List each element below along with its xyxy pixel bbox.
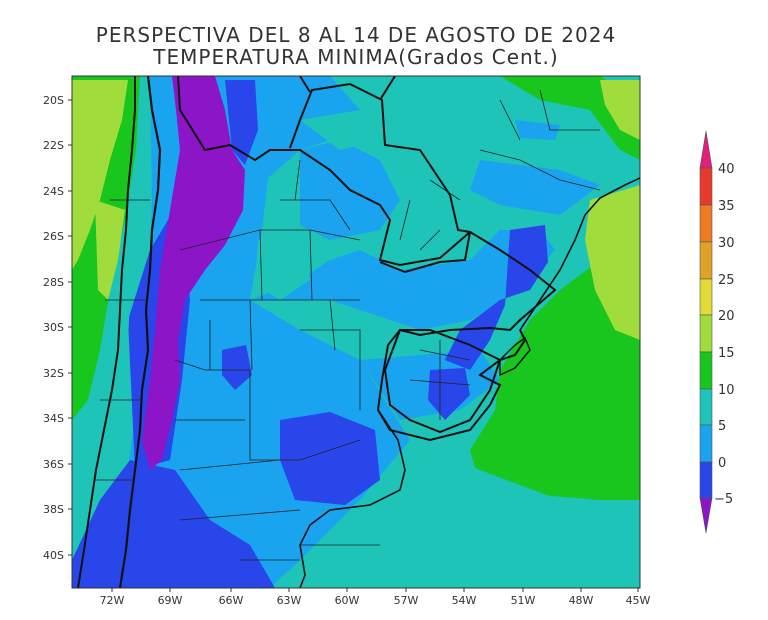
longitude-axis: 72W 69W 66W 63W 60W 57W 54W 51W 48W 45W: [100, 588, 651, 607]
svg-text:32S: 32S: [43, 367, 64, 380]
plot-frame: [71, 75, 641, 589]
colorbar-swatch-20-25: [699, 278, 713, 316]
lat-tick-40s: 40S: [43, 549, 72, 562]
lon-tick-63w: 63W: [277, 588, 302, 607]
lon-tick-48w: 48W: [569, 588, 594, 607]
lat-tick-34s: 34S: [43, 412, 72, 425]
colorbar-swatch-0-5: [699, 424, 713, 463]
lon-tick-72w: 72W: [100, 588, 125, 607]
svg-text:34S: 34S: [43, 412, 64, 425]
lon-tick-57w: 57W: [394, 588, 419, 607]
lat-tick-20s: 20S: [43, 94, 72, 107]
svg-text:72W: 72W: [100, 594, 125, 607]
lat-tick-38s: 38S: [43, 503, 72, 516]
svg-text:24S: 24S: [43, 185, 64, 198]
colorbar-swatch-30-35: [699, 204, 713, 243]
colorbar-label-30: 30: [718, 236, 735, 251]
colorbar-label-35: 35: [718, 199, 735, 214]
lat-tick-32s: 32S: [43, 367, 72, 380]
lat-tick-30s: 30S: [43, 321, 72, 334]
svg-text:45W: 45W: [626, 594, 651, 607]
lon-tick-45w: 45W: [626, 588, 651, 607]
lat-tick-22s: 22S: [43, 139, 72, 152]
lon-tick-69w: 69W: [158, 588, 183, 607]
colorbar-swatch-5-10: [699, 388, 713, 426]
svg-text:36S: 36S: [43, 458, 64, 471]
colorbar-label-5: 5: [718, 419, 726, 434]
colorbar-label-40: 40: [718, 162, 735, 177]
colorbar-label-15: 15: [718, 346, 735, 361]
colorbar-top-arrow: [699, 130, 713, 169]
lon-tick-51w: 51W: [511, 588, 536, 607]
map-subtitle: TEMPERATURA MINIMA(Grados Cent.): [153, 45, 559, 69]
svg-text:51W: 51W: [511, 594, 536, 607]
colorbar-label-0: 0: [718, 456, 726, 471]
lon-tick-60w: 60W: [335, 588, 360, 607]
svg-text:40S: 40S: [43, 549, 64, 562]
province-borders: [95, 89, 601, 561]
svg-text:26S: 26S: [43, 230, 64, 243]
colorbar-label-25: 25: [718, 273, 735, 288]
colorbar-bottom-arrow: [699, 497, 713, 534]
latitude-axis: 20S 22S 24S 26S 28S 30S 32S 34S 36S 38S …: [43, 94, 72, 562]
colorbar-swatch-25-30: [699, 241, 713, 280]
svg-text:38S: 38S: [43, 503, 64, 516]
svg-text:69W: 69W: [158, 594, 183, 607]
colorbar-label-10: 10: [718, 383, 735, 398]
colorbar: 40 35 30 25 20 15 10 5 0 −5: [699, 130, 735, 534]
svg-text:22S: 22S: [43, 139, 64, 152]
colorbar-swatch-35-40: [699, 167, 713, 206]
lat-tick-28s: 28S: [43, 276, 72, 289]
lat-tick-26s: 26S: [43, 230, 72, 243]
colorbar-swatch-10-15: [699, 351, 713, 390]
colorbar-label-minus5: −5: [714, 492, 733, 507]
svg-text:66W: 66W: [219, 594, 244, 607]
colorbar-swatch-15-20: [699, 314, 713, 353]
colorbar-swatch-minus5-0: [699, 461, 713, 499]
temperature-field: [72, 76, 640, 588]
map-title: PERSPECTIVA DEL 8 AL 14 DE AGOSTO DE 202…: [95, 23, 617, 47]
lon-tick-66w: 66W: [219, 588, 244, 607]
svg-text:63W: 63W: [277, 594, 302, 607]
svg-text:20S: 20S: [43, 94, 64, 107]
lat-tick-36s: 36S: [43, 458, 72, 471]
country-borders: [77, 76, 640, 588]
svg-text:28S: 28S: [43, 276, 64, 289]
svg-text:57W: 57W: [394, 594, 419, 607]
svg-text:48W: 48W: [569, 594, 594, 607]
lon-tick-54w: 54W: [452, 588, 477, 607]
svg-text:54W: 54W: [452, 594, 477, 607]
svg-text:30S: 30S: [43, 321, 64, 334]
svg-text:60W: 60W: [335, 594, 360, 607]
lat-tick-24s: 24S: [43, 185, 72, 198]
colorbar-label-20: 20: [718, 309, 735, 324]
